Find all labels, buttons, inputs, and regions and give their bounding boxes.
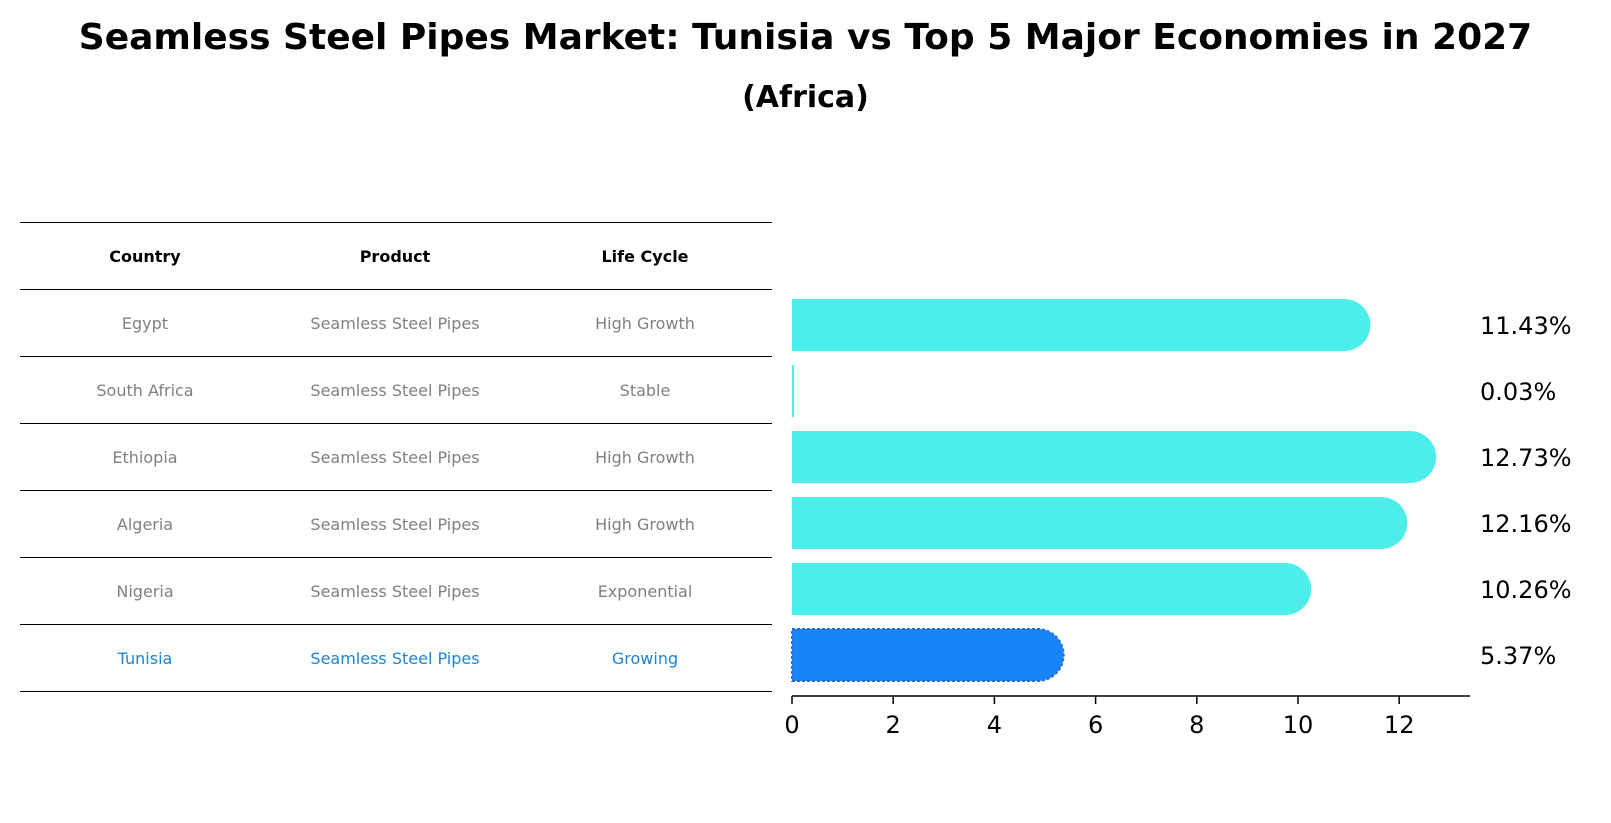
bar-algeria — [792, 497, 1408, 549]
cell-life-cycle: Growing — [611, 648, 679, 668]
data-label: 11.43% — [1480, 312, 1572, 340]
bar-ethiopia — [792, 431, 1437, 483]
x-tick-label: 2 — [886, 711, 901, 739]
cell-product: Seamless Steel Pipes — [310, 313, 480, 333]
cell-country: Nigeria — [116, 581, 174, 601]
cell-country: Egypt — [121, 313, 169, 333]
cell-country: Ethiopia — [112, 447, 178, 467]
cell-country: South Africa — [96, 380, 194, 400]
table-row: Egypt Seamless Steel Pipes High Growth — [20, 290, 772, 357]
x-tick-label: 12 — [1384, 711, 1415, 739]
x-tick-label: 6 — [1088, 711, 1103, 739]
x-tick-label: 0 — [784, 711, 799, 739]
chart-title: Seamless Steel Pipes Market: Tunisia vs … — [78, 17, 1533, 58]
x-tick-label: 8 — [1189, 711, 1204, 739]
table-row: South Africa Seamless Steel Pipes Stable — [20, 357, 772, 424]
table-row: Algeria Seamless Steel Pipes High Growth — [20, 491, 772, 558]
cell-life-cycle: Stable — [619, 380, 671, 400]
cell-life-cycle: High Growth — [595, 313, 695, 333]
table-header-row: Country Product Life Cycle — [20, 222, 772, 290]
data-label: 12.16% — [1480, 510, 1572, 538]
x-tick-label: 10 — [1283, 711, 1314, 739]
cell-product: Seamless Steel Pipes — [310, 648, 480, 668]
bar-nigeria — [792, 563, 1312, 615]
data-label: 5.37% — [1480, 642, 1556, 670]
cell-life-cycle: High Growth — [595, 447, 695, 467]
data-label: 10.26% — [1480, 576, 1572, 604]
cell-country: Tunisia — [117, 648, 173, 668]
table-row: Nigeria Seamless Steel Pipes Exponential — [20, 558, 772, 625]
data-label: 12.73% — [1480, 444, 1572, 472]
table-row-highlighted: Tunisia Seamless Steel Pipes Growing — [20, 625, 772, 692]
bar-south-africa — [792, 365, 794, 417]
chart-subtitle: (Africa) — [742, 80, 869, 115]
bar-egypt — [792, 299, 1371, 351]
cell-product: Seamless Steel Pipes — [310, 514, 480, 534]
cell-life-cycle: Exponential — [597, 581, 693, 601]
x-tick-label: 4 — [987, 711, 1002, 739]
cell-product: Seamless Steel Pipes — [310, 447, 480, 467]
cell-life-cycle: High Growth — [595, 514, 695, 534]
cell-product: Seamless Steel Pipes — [310, 581, 480, 601]
header-country: Country — [109, 246, 181, 266]
cell-country: Algeria — [116, 514, 174, 534]
bar-tunisia — [791, 628, 1065, 682]
table-row: Ethiopia Seamless Steel Pipes High Growt… — [20, 424, 772, 491]
data-table: Country Product Life Cycle Egypt Seamles… — [20, 222, 772, 692]
header-life-cycle: Life Cycle — [601, 246, 689, 266]
data-label: 0.03% — [1480, 378, 1556, 406]
cell-product: Seamless Steel Pipes — [310, 380, 480, 400]
header-product: Product — [359, 246, 431, 266]
